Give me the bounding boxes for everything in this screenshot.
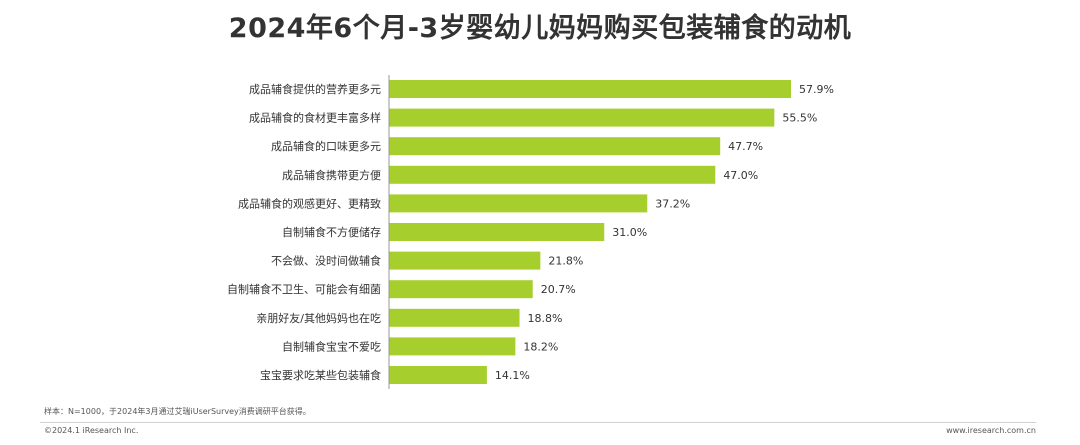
category-label: 宝宝要求吃某些包装辅食 bbox=[260, 368, 381, 382]
category-label: 成品辅食的口味更多元 bbox=[271, 139, 381, 153]
value-label: 37.2% bbox=[655, 197, 690, 210]
value-label: 47.0% bbox=[723, 169, 758, 182]
value-label: 21.8% bbox=[548, 255, 583, 268]
category-label: 成品辅食的食材更丰富多样 bbox=[249, 111, 381, 125]
value-label: 31.0% bbox=[612, 226, 647, 239]
bar bbox=[389, 137, 721, 156]
bar bbox=[389, 80, 791, 98]
footer-divider bbox=[40, 422, 1036, 423]
category-label: 成品辅食提供的营养更多元 bbox=[249, 82, 381, 96]
bar bbox=[389, 194, 648, 213]
value-label: 18.8% bbox=[528, 312, 563, 325]
bar bbox=[389, 366, 487, 384]
category-label: 不会做、没时间做辅食 bbox=[271, 254, 381, 268]
category-label: 自制辅食不卫生、可能会有细菌 bbox=[227, 282, 381, 296]
value-label: 14.1% bbox=[495, 369, 530, 382]
bar bbox=[389, 223, 605, 241]
bar bbox=[389, 308, 520, 327]
category-label: 自制辅食不方便储存 bbox=[282, 225, 381, 239]
website-text: www.iresearch.com.cn bbox=[946, 426, 1036, 435]
category-label: 成品辅食的观感更好、更精致 bbox=[238, 196, 381, 210]
value-label: 55.5% bbox=[782, 112, 817, 125]
category-label: 亲朋好友/其他妈妈也在吃 bbox=[256, 311, 381, 325]
value-label: 57.9% bbox=[799, 83, 834, 96]
sample-note: 样本：N=1000，于2024年3月通过艾瑞iUserSurvey消费调研平台获… bbox=[44, 407, 311, 416]
value-label: 18.2% bbox=[523, 340, 558, 353]
bar bbox=[389, 165, 716, 184]
category-label: 成品辅食携带更方便 bbox=[282, 168, 381, 182]
chart-title: 2024年6个月-3岁婴幼儿妈妈购买包装辅食的动机 bbox=[228, 13, 852, 44]
bar bbox=[389, 251, 541, 270]
category-label: 自制辅食宝宝不爱吃 bbox=[282, 339, 381, 353]
copyright-text: ©2024.1 iResearch Inc. bbox=[44, 426, 139, 435]
value-label: 47.7% bbox=[728, 140, 763, 153]
bar bbox=[389, 280, 533, 299]
bar bbox=[389, 108, 775, 127]
bar bbox=[389, 337, 516, 356]
value-label: 20.7% bbox=[541, 283, 576, 296]
